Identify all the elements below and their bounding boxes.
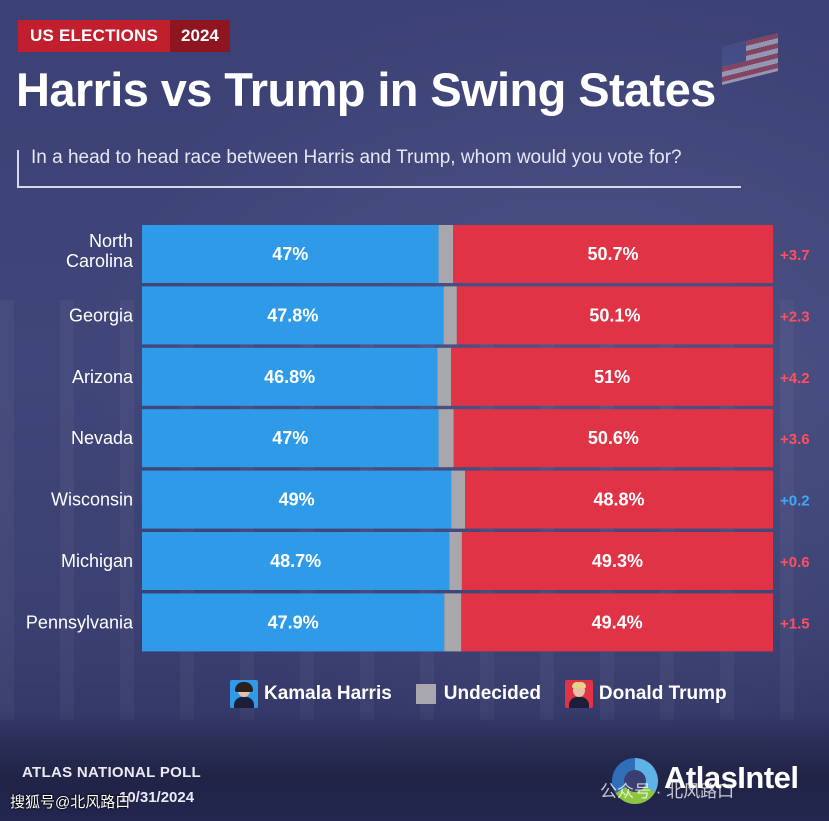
legend-label-trump: Donald Trump — [598, 683, 727, 704]
value-label-trump: 50.6% — [588, 428, 639, 448]
poll-question: In a head to head race between Harris an… — [31, 147, 682, 168]
category-label: Georgia — [69, 305, 134, 325]
bar-trump — [461, 593, 773, 652]
chart-legend: Kamala Harris Undecided Donald Trump — [230, 678, 751, 710]
category-label: Wisconsin — [51, 490, 133, 510]
value-label-trump: 50.7% — [588, 244, 639, 264]
bar-undecided — [438, 409, 454, 468]
bar-trump — [456, 286, 773, 345]
bar-harris — [142, 470, 452, 529]
margin-label: +2.3 — [780, 308, 810, 325]
value-label-harris: 47.8% — [267, 305, 318, 325]
background-trees — [0, 711, 829, 821]
bar-harris — [142, 286, 444, 345]
value-label-harris: 47% — [272, 244, 308, 264]
bar-trump — [453, 409, 773, 468]
category-label: Nevada — [71, 428, 134, 448]
value-label-trump: 51% — [594, 367, 630, 387]
bar-undecided — [438, 225, 454, 283]
bar-trump — [451, 347, 773, 406]
bar-undecided — [437, 347, 452, 406]
legend-label-undecided: Undecided — [443, 683, 541, 704]
bar-trump — [453, 225, 773, 283]
bar-undecided — [443, 286, 457, 345]
legend-item-undecided: Undecided — [415, 683, 541, 705]
bar-trump — [461, 532, 773, 590]
bar-harris — [142, 225, 439, 283]
margin-label: +1.5 — [780, 615, 810, 632]
bar-undecided — [444, 593, 462, 652]
election-badge: US ELECTIONS 2024 — [18, 20, 230, 52]
watermark-wechat: 公众号 · 北风路口 — [600, 782, 735, 801]
legend-label-harris: Kamala Harris — [264, 683, 392, 704]
margin-label: +0.6 — [780, 554, 810, 571]
bar-harris — [142, 409, 439, 468]
badge-year: 2024 — [170, 20, 230, 52]
poll-source: ATLAS NATIONAL POLL — [22, 764, 202, 781]
bar-harris — [142, 347, 438, 406]
value-label-harris: 47.9% — [268, 612, 319, 632]
value-label-trump: 49.4% — [592, 612, 643, 632]
watermark-sohu: 搜狐号@北风路口 — [10, 794, 131, 811]
subtitle-bracket — [17, 150, 741, 188]
badge-us-elections: US ELECTIONS — [18, 20, 171, 52]
category-label: Pennsylvania — [26, 612, 134, 632]
value-label-trump: 50.1% — [589, 305, 640, 325]
atlas-logo-icon — [612, 758, 658, 804]
margin-label: +0.2 — [780, 493, 810, 510]
bar-harris — [142, 532, 450, 590]
undecided-swatch-icon — [415, 684, 436, 704]
category-label: North Carolina — [66, 231, 134, 271]
bar-undecided — [451, 470, 466, 529]
margin-label: +4.2 — [780, 370, 810, 387]
bar-trump — [465, 470, 773, 529]
bar-harris — [142, 593, 445, 652]
value-label-harris: 49% — [279, 490, 315, 510]
category-label: Arizona — [72, 367, 134, 387]
page-title: Harris vs Trump in Swing States — [16, 63, 716, 116]
bar-undecided — [449, 532, 462, 590]
value-label-trump: 49.3% — [592, 551, 643, 571]
poll-date: 10/31/2024 — [119, 789, 195, 806]
margin-label: +3.6 — [780, 431, 810, 448]
value-label-harris: 47% — [272, 428, 308, 448]
category-label: Michigan — [61, 551, 133, 571]
value-label-trump: 48.8% — [594, 490, 645, 510]
legend-item-trump: Donald Trump — [564, 680, 727, 708]
value-label-harris: 46.8% — [264, 367, 315, 387]
margin-label: +3.7 — [780, 247, 810, 264]
value-label-harris: 48.7% — [270, 551, 321, 571]
brand-name: AtlasIntel — [664, 760, 799, 795]
trump-avatar-icon — [564, 680, 593, 708]
legend-item-harris: Kamala Harris — [230, 680, 392, 708]
harris-avatar-icon — [230, 680, 258, 708]
